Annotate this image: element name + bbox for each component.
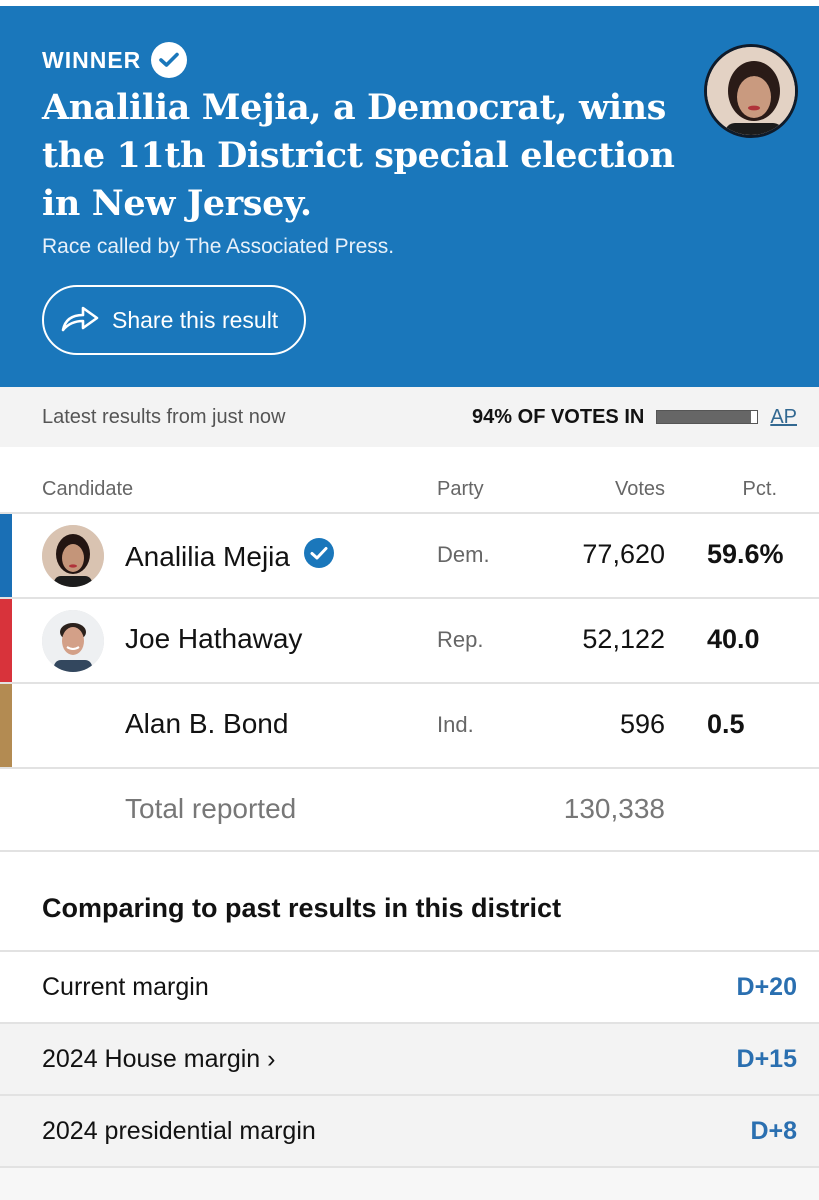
candidate-name: Analilia Mejia	[125, 540, 290, 572]
margin-value: D+8	[750, 1116, 797, 1145]
winner-avatar	[704, 44, 798, 138]
results-table-header: Candidate Party Votes Pct.	[0, 468, 819, 512]
candidate-name-cell: Analilia Mejia	[125, 538, 334, 575]
margin-value: D+15	[736, 1044, 797, 1073]
candidate-row: Analilia Mejia Dem. 77,620 59.6%	[0, 512, 819, 597]
candidate-row: Joe Hathaway Rep. 52,122 40.0	[0, 597, 819, 682]
section-divider	[0, 1166, 819, 1200]
house-margin-row[interactable]: 2024 House margin › D+15	[0, 1022, 819, 1094]
candidate-party: Dem.	[437, 542, 490, 567]
winner-check-icon	[303, 538, 334, 575]
margin-label: Current margin	[42, 972, 209, 1001]
candidate-votes: 52,122	[582, 624, 665, 654]
candidate-votes: 77,620	[582, 539, 665, 569]
candidate-avatar	[42, 525, 104, 587]
ap-source-link[interactable]: AP	[770, 405, 797, 428]
candidate-name: Alan B. Bond	[125, 708, 289, 739]
share-arrow-icon	[60, 303, 100, 338]
header-votes: Votes	[614, 478, 665, 500]
votes-in-progress-bar	[656, 410, 759, 424]
reporting-status: 94% OF VOTES IN AP	[472, 406, 797, 429]
header-pct: Pct.	[742, 478, 777, 500]
candidate-name: Joe Hathaway	[125, 623, 303, 654]
margin-value: D+20	[736, 972, 797, 1001]
margin-label: 2024 presidential margin	[42, 1116, 316, 1145]
total-reported-label: Total reported	[125, 793, 297, 824]
margin-label: 2024 House margin ›	[42, 1044, 276, 1073]
candidate-party: Rep.	[437, 627, 484, 652]
candidate-row: Alan B. Bond Ind. 596 0.5	[0, 682, 819, 767]
party-color-bar	[0, 599, 12, 682]
winner-label: WINNER	[42, 46, 142, 73]
candidate-votes: 596	[619, 709, 665, 739]
winner-row: WINNER	[42, 42, 188, 78]
total-reported-row: Total reported 130,338	[0, 767, 819, 852]
party-color-bar	[0, 684, 12, 767]
candidate-pct: 40.0	[707, 624, 760, 654]
candidate-party: Ind.	[437, 712, 474, 737]
header-party: Party	[437, 478, 484, 500]
candidate-pct: 59.6%	[707, 539, 784, 569]
winner-banner: WINNER Analilia Mejia, a Democrat, wins …	[0, 6, 819, 387]
candidate-pct: 0.5	[707, 709, 745, 739]
winner-check-icon	[151, 42, 188, 78]
party-color-bar	[0, 514, 12, 597]
race-called-note: Race called by The Associated Press.	[42, 235, 395, 258]
progress-fill	[657, 411, 752, 423]
headline: Analilia Mejia, a Democrat, wins the 11t…	[42, 87, 675, 224]
share-result-button[interactable]: Share this result	[42, 285, 306, 355]
votes-in-label: 94% OF VOTES IN	[472, 405, 645, 428]
presidential-margin-row: 2024 presidential margin D+8	[0, 1094, 819, 1166]
total-reported-votes: 130,338	[563, 793, 665, 824]
comparison-heading: Comparing to past results in this distri…	[42, 893, 562, 923]
results-status-bar: Latest results from just now 94% OF VOTE…	[0, 387, 819, 447]
latest-results-text: Latest results from just now	[42, 405, 286, 428]
share-label: Share this result	[112, 306, 279, 333]
header-candidate: Candidate	[42, 478, 134, 500]
candidate-avatar	[42, 610, 104, 672]
current-margin-row: Current margin D+20	[0, 950, 819, 1022]
